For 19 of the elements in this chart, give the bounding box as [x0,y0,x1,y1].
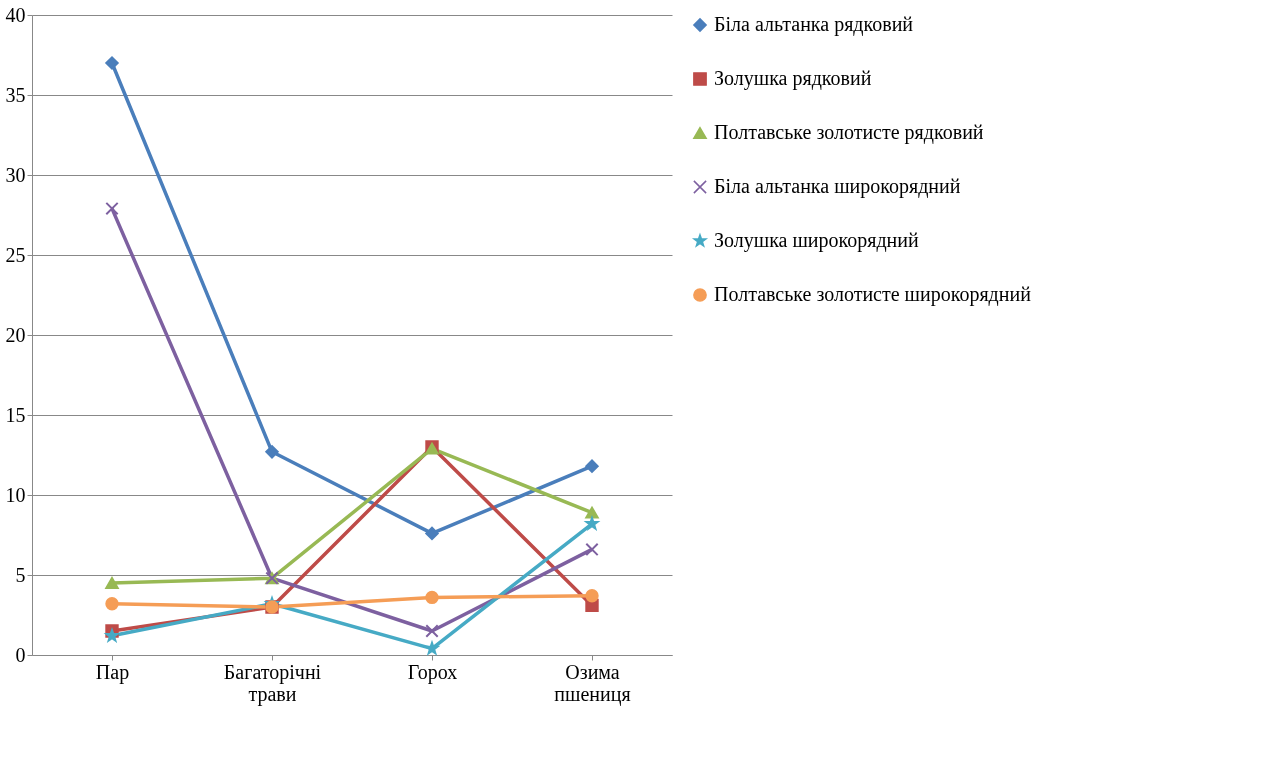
y-tick-label: 20 [5,323,26,346]
y-tick-label: 35 [5,83,26,106]
y-tick-label: 5 [15,563,26,586]
legend-label: Полтавське золотисте рядковий [714,121,984,144]
x-tick-label: Багаторічні трави [223,660,322,706]
legend-label: Біла альтанка рядковий [714,13,914,36]
x-tick-label: Озима пшениця [554,660,631,706]
legend-label: Золушка рядковий [714,67,872,90]
y-tick-label: 25 [5,243,26,266]
y-tick-label: 0 [15,643,26,666]
y-tick-label: 30 [5,163,26,186]
x-tick-label: Пар [95,660,130,684]
legend-label: Золушка широкорядний [714,229,920,252]
y-tick-label: 15 [5,403,26,426]
y-tick-label: 40 [5,3,26,26]
x-tick-label: Горох [407,660,458,684]
legend-label: Полтавське золотисте широкорядний [714,283,1032,306]
y-tick-label: 10 [5,483,26,506]
legend-label: Біла альтанка широкорядний [714,175,961,198]
